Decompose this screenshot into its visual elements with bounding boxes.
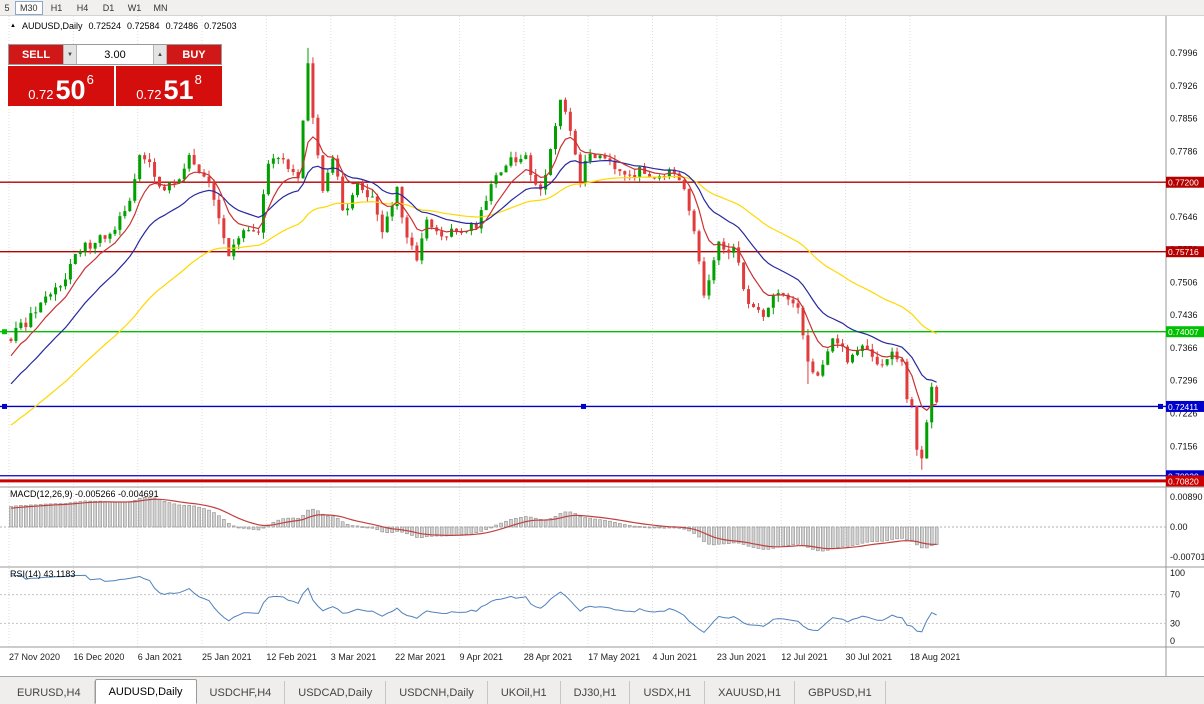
macd-label: MACD(12,26,9) -0.005266 -0.004691 <box>10 489 159 499</box>
svg-text:0.7786: 0.7786 <box>1170 146 1198 156</box>
svg-text:0.7226: 0.7226 <box>1170 409 1198 419</box>
svg-text:4 Jun 2021: 4 Jun 2021 <box>653 652 698 662</box>
svg-text:0.00890: 0.00890 <box>1170 492 1203 502</box>
chart-tab-usdcad-daily[interactable]: USDCAD,Daily <box>285 681 387 704</box>
svg-text:30: 30 <box>1170 618 1180 628</box>
sell-price-pips: 50 <box>55 74 86 105</box>
chart-tab-audusd-daily[interactable]: AUDUSD,Daily <box>94 679 197 704</box>
svg-text:9 Apr 2021: 9 Apr 2021 <box>459 652 503 662</box>
chart-tab-xauusd-h1[interactable]: XAUUSD,H1 <box>705 681 796 704</box>
svg-text:0.7926: 0.7926 <box>1170 81 1198 91</box>
svg-text:28 Apr 2021: 28 Apr 2021 <box>524 652 573 662</box>
lot-size-input[interactable]: 3.00 <box>77 45 153 64</box>
timeframe-button-5[interactable]: 5 <box>4 2 10 13</box>
svg-text:0.74007: 0.74007 <box>1168 327 1199 337</box>
svg-text:0.7156: 0.7156 <box>1170 441 1198 451</box>
chart-tab-ukoil-h1[interactable]: UKOil,H1 <box>488 681 561 704</box>
buy-price-prefix: 0.72 <box>136 87 162 102</box>
svg-text:70: 70 <box>1170 590 1180 600</box>
svg-text:27 Nov 2020: 27 Nov 2020 <box>9 652 60 662</box>
buy-price-display[interactable]: 0.72 51 8 <box>116 66 222 106</box>
sell-price-prefix: 0.72 <box>28 87 54 102</box>
svg-text:0.77200: 0.77200 <box>1168 178 1199 188</box>
chart-title: ▲ AUDUSD,Daily 0.72524 0.72584 0.72486 0… <box>10 21 237 31</box>
chart-tab-bar: EURUSD,H4 AUDUSD,Daily USDCHF,H4 USDCAD,Dai… <box>0 676 1204 704</box>
ohlc-low: 0.72486 <box>165 21 199 31</box>
svg-text:0.75716: 0.75716 <box>1168 247 1199 257</box>
timeframe-button-mn[interactable]: MN <box>153 2 168 13</box>
svg-text:0.7296: 0.7296 <box>1170 376 1198 386</box>
svg-text:0.7856: 0.7856 <box>1170 114 1198 124</box>
chart-pointer-icon: ▲ <box>10 23 16 29</box>
chart-tab-eurusd-h4[interactable]: EURUSD,H4 <box>4 681 95 704</box>
svg-text:0.7506: 0.7506 <box>1170 277 1198 287</box>
svg-text:0.70820: 0.70820 <box>1168 476 1199 486</box>
svg-text:16 Dec 2020: 16 Dec 2020 <box>73 652 124 662</box>
svg-text:18 Aug 2021: 18 Aug 2021 <box>910 652 961 662</box>
chart-tab-gbpusd-h1[interactable]: GBPUSD,H1 <box>795 681 886 704</box>
one-click-trading-panel: SELL ▼ 3.00 ▲ BUY 0.72 50 6 0.72 51 <box>8 44 222 106</box>
svg-text:3 Mar 2021: 3 Mar 2021 <box>331 652 377 662</box>
lot-dropdown-button[interactable]: ▼ <box>63 45 77 64</box>
svg-text:25 Jan 2021: 25 Jan 2021 <box>202 652 252 662</box>
svg-text:6 Jan 2021: 6 Jan 2021 <box>138 652 183 662</box>
chevron-up-icon: ▲ <box>157 51 163 58</box>
svg-text:-0.00701: -0.00701 <box>1170 552 1204 562</box>
svg-text:0.72411: 0.72411 <box>1168 402 1198 412</box>
svg-text:100: 100 <box>1170 568 1185 578</box>
chart-symbol: AUDUSD,Daily <box>21 21 83 31</box>
chart-tab-usdchf-h4[interactable]: USDCHF,H4 <box>197 681 286 704</box>
timeframe-button-d1[interactable]: D1 <box>102 2 115 13</box>
timeframe-button-w1[interactable]: W1 <box>127 2 142 13</box>
ohlc-high: 0.72584 <box>127 21 160 31</box>
svg-text:30 Jul 2021: 30 Jul 2021 <box>846 652 893 662</box>
buy-price-point: 8 <box>194 72 202 87</box>
chart-tab-usdcnh-daily[interactable]: USDCNH,Daily <box>386 681 488 704</box>
ohlc-close: 0.72503 <box>204 21 237 31</box>
svg-text:23 Jun 2021: 23 Jun 2021 <box>717 652 767 662</box>
chart-tab-dj30-h1[interactable]: DJ30,H1 <box>561 681 631 704</box>
svg-text:0.7646: 0.7646 <box>1170 212 1198 222</box>
sell-button[interactable]: SELL <box>9 45 63 64</box>
svg-text:0.00: 0.00 <box>1170 522 1188 532</box>
lot-increase-button[interactable]: ▲ <box>153 45 167 64</box>
rsi-label: RSI(14) 43.1183 <box>10 569 76 579</box>
chart-tab-usdx-h1[interactable]: USDX,H1 <box>630 681 706 704</box>
chart-window: 0.79960.79260.78560.77860.77160.76460.75… <box>0 16 1204 676</box>
timeframe-button-h1[interactable]: H1 <box>50 2 63 13</box>
timeframe-toolbar: 5 M30 H1 H4 D1 W1 MN <box>0 0 1204 16</box>
svg-text:22 Mar 2021: 22 Mar 2021 <box>395 652 446 662</box>
svg-text:0: 0 <box>1170 636 1175 646</box>
buy-price-pips: 51 <box>163 74 194 105</box>
svg-text:0.7366: 0.7366 <box>1170 343 1198 353</box>
ohlc-open: 0.72524 <box>88 21 122 31</box>
timeframe-button-h4[interactable]: H4 <box>76 2 89 13</box>
chevron-down-icon: ▼ <box>67 51 73 58</box>
price-chart-canvas[interactable]: 0.79960.79260.78560.77860.77160.76460.75… <box>0 16 1204 676</box>
buy-button[interactable]: BUY <box>167 45 221 64</box>
sell-price-point: 6 <box>86 72 94 87</box>
svg-text:0.7436: 0.7436 <box>1170 310 1198 320</box>
svg-text:0.7996: 0.7996 <box>1170 48 1198 58</box>
svg-text:17 May 2021: 17 May 2021 <box>588 652 640 662</box>
timeframe-button-m30[interactable]: M30 <box>15 0 43 15</box>
svg-text:12 Jul 2021: 12 Jul 2021 <box>781 652 828 662</box>
sell-price-display[interactable]: 0.72 50 6 <box>8 66 114 106</box>
svg-text:12 Feb 2021: 12 Feb 2021 <box>266 652 317 662</box>
